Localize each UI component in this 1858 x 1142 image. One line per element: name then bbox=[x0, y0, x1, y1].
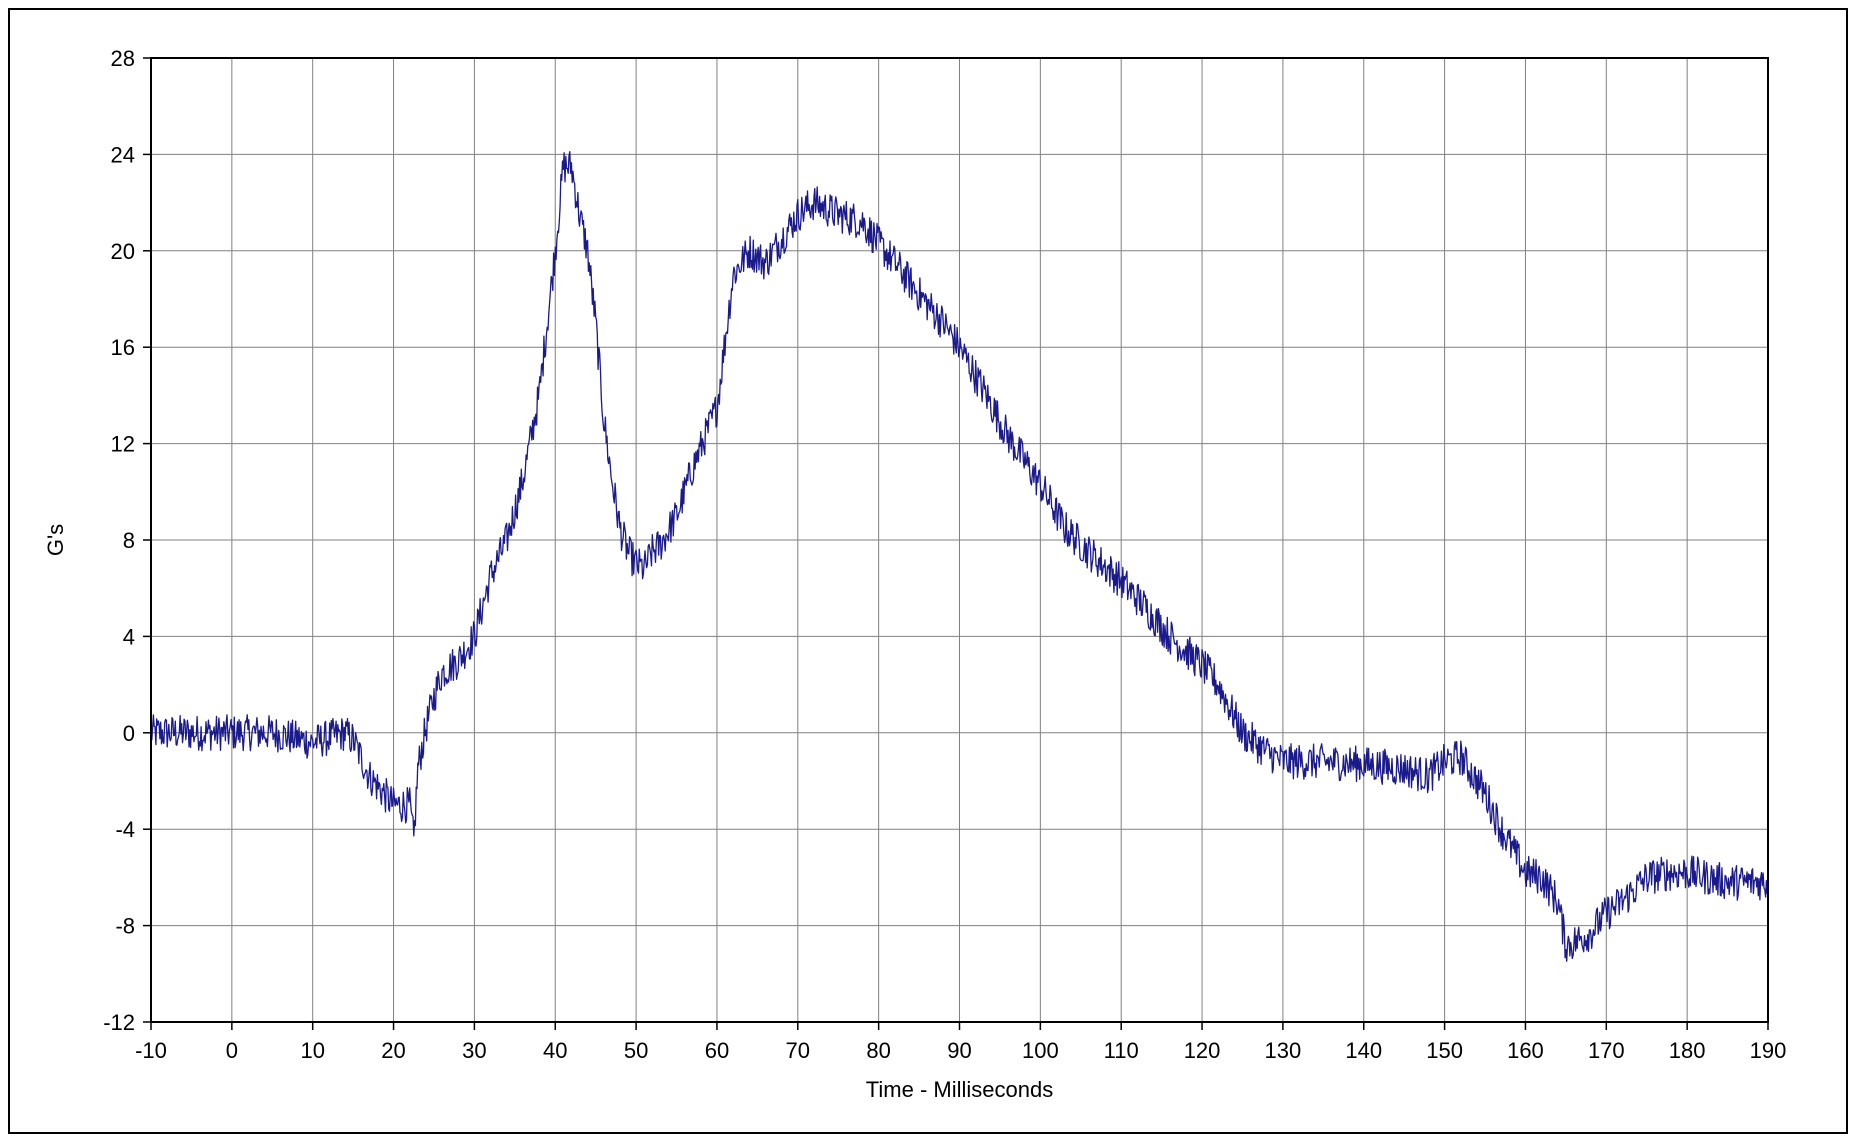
x-tick-label: 60 bbox=[705, 1038, 729, 1063]
y-tick-label: 24 bbox=[111, 142, 135, 167]
x-tick-labels: -10 0 10 20 30 40 50 60 70 80 90 100 110 120 130 140 150… bbox=[135, 1038, 1786, 1063]
y-axis-title: G's bbox=[43, 524, 68, 556]
x-tick-label: 90 bbox=[947, 1038, 971, 1063]
y-tick-label: 4 bbox=[123, 624, 135, 649]
chart-frame bbox=[8, 8, 1848, 1134]
x-tick-label: 180 bbox=[1669, 1038, 1706, 1063]
y-tick-label: -4 bbox=[115, 817, 135, 842]
x-tick-label: 100 bbox=[1022, 1038, 1059, 1063]
y-tick-label: 12 bbox=[111, 432, 135, 457]
x-tick-label: 140 bbox=[1345, 1038, 1382, 1063]
series-group bbox=[150, 150, 1769, 962]
x-tick-label: 190 bbox=[1750, 1038, 1787, 1063]
y-tick-label: 20 bbox=[111, 239, 135, 264]
y-tick-label: -12 bbox=[103, 1010, 135, 1035]
series-line-0 bbox=[150, 150, 1769, 962]
y-tick-label: 0 bbox=[123, 721, 135, 746]
x-tick-label: 70 bbox=[786, 1038, 810, 1063]
x-tick-label: 160 bbox=[1507, 1038, 1544, 1063]
x-tick-label: 40 bbox=[543, 1038, 567, 1063]
y-tick-label: 16 bbox=[111, 335, 135, 360]
y-tick-label: 8 bbox=[123, 528, 135, 553]
x-tick-label: 10 bbox=[300, 1038, 324, 1063]
x-tick-label: 30 bbox=[462, 1038, 486, 1063]
x-tick-label: 50 bbox=[624, 1038, 648, 1063]
x-tick-label: -10 bbox=[135, 1038, 167, 1063]
x-tick-label: 110 bbox=[1104, 1038, 1139, 1063]
y-tick-labels: -12 -8 -4 0 4 8 12 16 20 24 28 bbox=[103, 46, 135, 1035]
x-tick-label: 0 bbox=[226, 1038, 238, 1063]
x-tick-label: 120 bbox=[1184, 1038, 1221, 1063]
x-tick-label: 20 bbox=[381, 1038, 405, 1063]
x-tick-label: 130 bbox=[1265, 1038, 1302, 1063]
x-axis-title: Time - Milliseconds bbox=[866, 1077, 1053, 1102]
x-tick-label: 170 bbox=[1588, 1038, 1625, 1063]
gridlines bbox=[151, 58, 1768, 1022]
axis-ticks bbox=[143, 57, 1769, 1030]
x-tick-label: 150 bbox=[1426, 1038, 1463, 1063]
y-tick-label: -8 bbox=[115, 914, 135, 939]
y-tick-label: 28 bbox=[111, 46, 135, 71]
x-tick-label: 80 bbox=[866, 1038, 890, 1063]
